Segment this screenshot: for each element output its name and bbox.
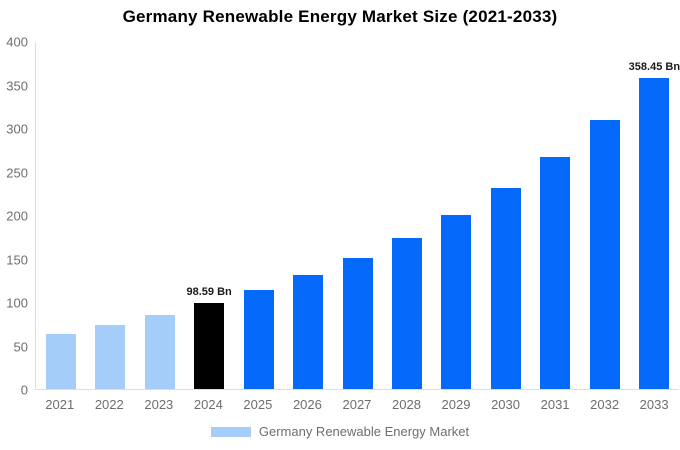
x-tick-label-2029: 2029	[441, 397, 471, 412]
bar-2027[interactable]	[342, 258, 373, 389]
y-tick-label: 350	[6, 78, 28, 93]
x-tick-label-2023: 2023	[144, 397, 174, 412]
bar-slot-2030	[481, 42, 530, 389]
x-tick-label-2024: 2024	[193, 397, 223, 412]
bar-slot-2023	[135, 42, 184, 389]
bar-slot-2028	[382, 42, 431, 389]
legend-swatch	[210, 426, 251, 437]
bar-slot-2025	[234, 42, 283, 389]
x-tick-label-2032: 2032	[590, 397, 620, 412]
y-tick-label: 250	[6, 165, 28, 180]
bar-2032[interactable]	[589, 120, 620, 389]
y-tick-label: 400	[6, 34, 28, 50]
plot-area: 98.59 Bn 358.45 Bn	[35, 42, 680, 390]
bar-slot-2026	[283, 42, 332, 389]
bar-slot-2033: 358.45 Bn	[628, 42, 680, 389]
value-label-2024: 98.59 Bn	[186, 286, 232, 299]
bar-2024[interactable]	[194, 303, 225, 389]
y-axis: 0 50 100 150 200 250 300 350 400	[0, 36, 28, 397]
x-tick-label-2021: 2021	[45, 397, 75, 412]
x-tick-label-2033: 2033	[639, 397, 669, 412]
legend[interactable]: Germany Renewable Energy Market	[0, 424, 680, 440]
bar-slot-2029	[432, 42, 481, 389]
bar-2023[interactable]	[144, 315, 175, 389]
bar-slot-2024: 98.59 Bn	[184, 42, 233, 389]
legend-label: Germany Renewable Energy Market	[258, 424, 470, 439]
x-tick-label-2031: 2031	[540, 397, 570, 412]
chart-title: Germany Renewable Energy Market Size (20…	[122, 7, 558, 26]
value-label-2033: 358.45 Bn	[628, 61, 680, 74]
bar-slot-2031	[531, 42, 580, 389]
bar-2029[interactable]	[441, 214, 472, 389]
bar-2022[interactable]	[95, 324, 126, 389]
bar-slot-2021	[36, 42, 85, 389]
x-tick-label-2022: 2022	[94, 397, 124, 412]
y-tick-label: 0	[20, 382, 28, 398]
bar-2025[interactable]	[243, 290, 274, 389]
bar-slot-2027	[333, 42, 382, 389]
y-tick-label: 150	[6, 252, 28, 267]
y-tick-label: 100	[6, 295, 28, 311]
x-tick-label-2026: 2026	[292, 397, 322, 412]
bar-2033[interactable]	[639, 78, 670, 389]
x-tick-label-2027: 2027	[342, 397, 372, 412]
bar-2030[interactable]	[490, 187, 521, 389]
bar-2021[interactable]	[45, 334, 76, 389]
y-tick-label: 300	[6, 121, 28, 137]
bar-slot-2022	[85, 42, 134, 389]
bar-2028[interactable]	[392, 238, 423, 389]
y-tick-label: 200	[6, 208, 28, 224]
x-tick-label-2025: 2025	[243, 397, 273, 412]
bar-2031[interactable]	[540, 156, 571, 389]
x-tick-label-2030: 2030	[491, 397, 520, 412]
y-tick-label: 50	[13, 339, 28, 354]
x-axis: 2021 2022 2023 2024 2025 2026 2027 2028 2029 2030…	[35, 397, 679, 413]
bar-2026[interactable]	[293, 275, 324, 389]
bar-slot-2032	[580, 42, 629, 389]
x-tick-label-2028: 2028	[392, 397, 421, 412]
